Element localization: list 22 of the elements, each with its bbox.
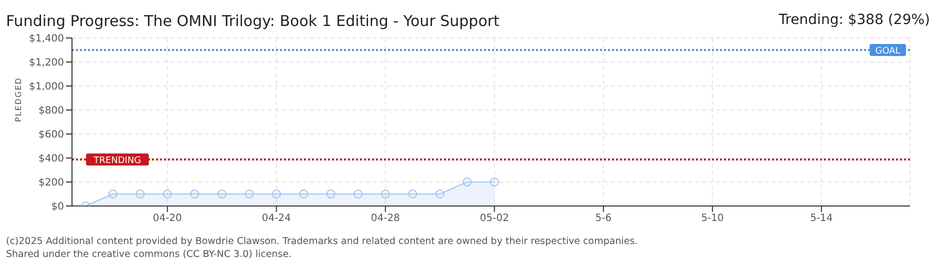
chart-title: Funding Progress: The OMNI Trilogy: Book 1 Editing - Your Support <box>6 12 500 30</box>
y-tick-label: $600 <box>38 130 64 141</box>
text: Shared under the creative commons (CC BY-NC 3.0) license. <box>6 249 292 260</box>
y-tick-label: $400 <box>38 154 64 165</box>
ref-line-label: GOAL <box>875 46 900 56</box>
y-tick-label: $1,200 <box>29 58 64 69</box>
y-tick-label: $1,000 <box>29 82 64 93</box>
y-tick-label: $1,400 <box>29 34 64 45</box>
x-tick-label: 04-20 <box>152 213 182 224</box>
x-tick-label: 05-02 <box>480 213 509 224</box>
x-tick-label: 5-14 <box>810 213 833 224</box>
x-tick-label: 04-28 <box>370 213 400 224</box>
x-tick-label: 5-10 <box>701 213 724 224</box>
x-tick-label: 5-6 <box>595 213 612 224</box>
x-tick-label: 04-24 <box>262 213 291 224</box>
text: (c)2025 Additional content provided by Bowdrie Clawson. Trademarks and related content are owned by their respective companies. <box>6 236 638 247</box>
y-axis-title: PLEDGED <box>14 77 23 122</box>
y-tick-label: $0 <box>51 202 64 213</box>
ref-line-label: TRENDING <box>92 156 142 166</box>
y-tick-label: $800 <box>38 106 64 117</box>
text: Trending: $388 (29%) <box>778 12 930 28</box>
y-tick-label: $200 <box>38 178 64 189</box>
